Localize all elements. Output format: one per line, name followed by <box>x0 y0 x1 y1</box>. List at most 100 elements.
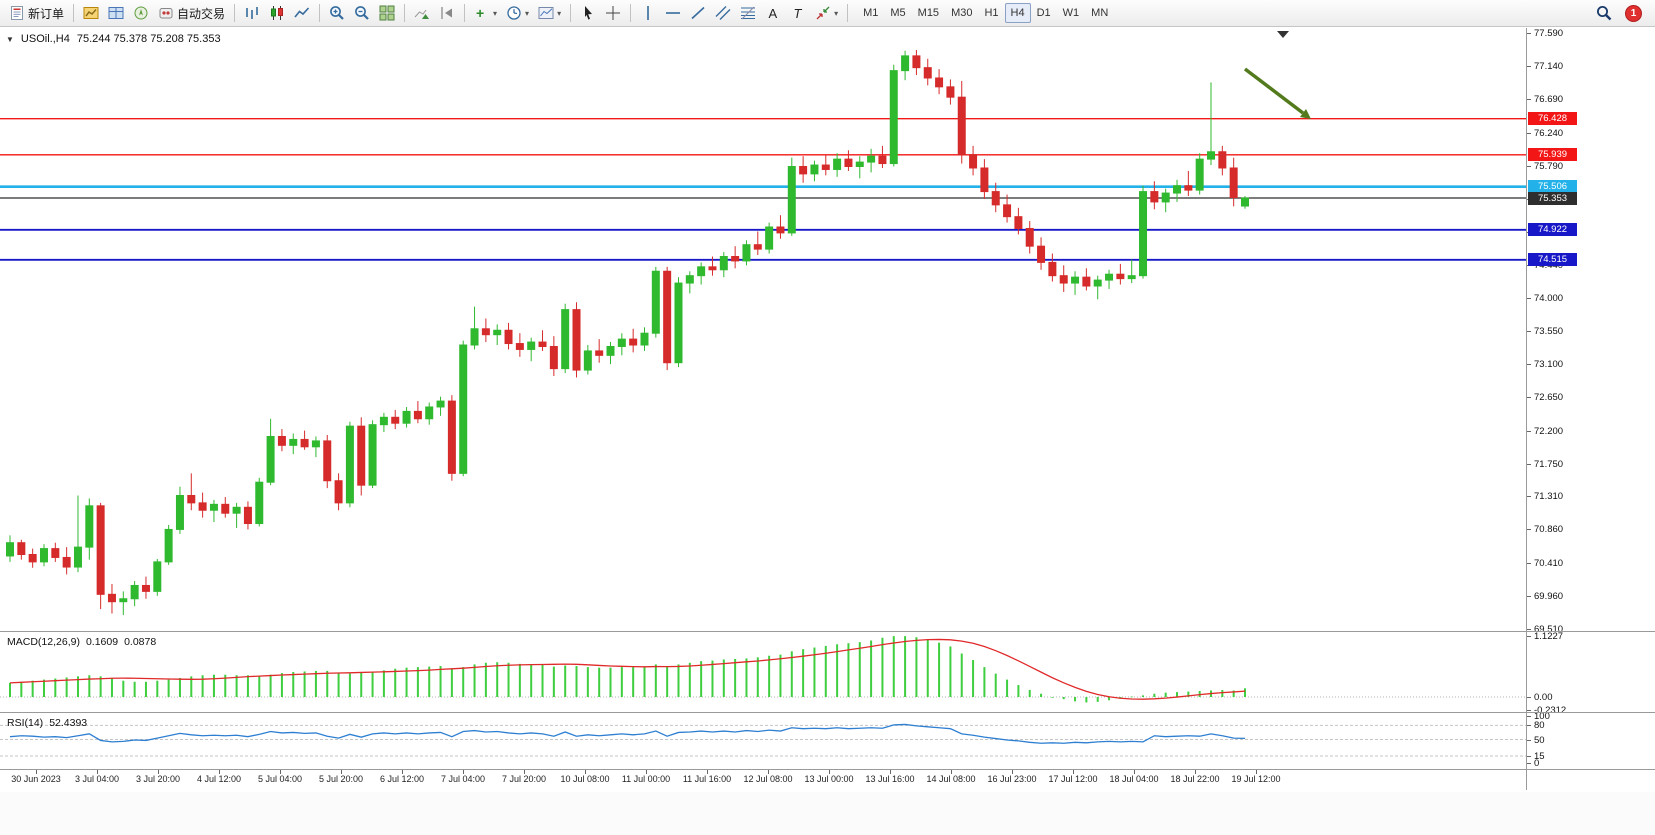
timeframe-h1[interactable]: H1 <box>984 7 999 19</box>
panel-separator[interactable] <box>0 631 1655 632</box>
macd-histogram-bar <box>541 664 544 697</box>
timeframe-mn[interactable]: MN <box>1091 7 1109 19</box>
candle <box>73 546 82 568</box>
fibonacci-button[interactable] <box>736 2 760 24</box>
cursor-button[interactable] <box>576 2 600 24</box>
macd-histogram-bar <box>1006 679 1009 697</box>
crosshair-button[interactable] <box>601 2 625 24</box>
macd-histogram-bar <box>847 643 850 697</box>
timeframe-m15[interactable]: M15 <box>917 7 940 19</box>
macd-signal-line <box>9 638 1246 700</box>
axis-tick <box>1527 716 1531 717</box>
macd-histogram-bar <box>858 642 861 697</box>
vline-icon <box>640 5 656 21</box>
auto-scroll-toggle[interactable] <box>410 2 434 24</box>
auto-trading-button[interactable]: 自动交易 <box>154 2 229 25</box>
market-watch-toggle[interactable] <box>79 2 103 24</box>
channel-button[interactable] <box>711 2 735 24</box>
trendline-button[interactable] <box>686 2 710 24</box>
timeframe-w1[interactable]: W1 <box>1062 7 1080 19</box>
arrow-annotation[interactable] <box>1243 67 1311 120</box>
candlestick-chart-button[interactable] <box>265 2 289 24</box>
candle <box>425 406 434 420</box>
macd-histogram-bar <box>949 646 952 697</box>
zoom-in-button[interactable] <box>325 2 349 24</box>
svg-text:A: A <box>769 6 778 21</box>
main-chart-canvas[interactable] <box>0 28 1526 631</box>
macd-histogram-bar <box>620 667 623 697</box>
candle <box>198 502 207 511</box>
candle <box>289 438 298 446</box>
text-button[interactable]: A <box>761 2 785 24</box>
price-line-tag-75.353: 75.353 <box>1528 191 1577 205</box>
candle <box>119 598 128 603</box>
bar-chart-button[interactable] <box>240 2 264 24</box>
horizontal-line-button[interactable] <box>661 2 685 24</box>
indicators-button[interactable]: + ▾ <box>470 2 501 24</box>
arrows-button[interactable]: ▾ <box>811 2 842 24</box>
axis-tick <box>1527 33 1531 34</box>
candle <box>799 166 808 175</box>
navigator-toggle[interactable] <box>129 2 153 24</box>
tile-windows-button[interactable] <box>375 2 399 24</box>
price-axis[interactable]: 77.59077.14076.69076.24075.79075.34074.8… <box>1526 28 1655 790</box>
axis-tick <box>1527 331 1531 332</box>
candle <box>640 332 649 346</box>
macd-histogram-bar <box>722 659 725 697</box>
macd-histogram-bar <box>348 673 351 697</box>
timeframe-m30[interactable]: M30 <box>951 7 973 19</box>
timeframe-d1[interactable]: D1 <box>1036 7 1051 19</box>
timeframe-m5[interactable]: M5 <box>890 7 906 19</box>
macd-histogram-bar <box>1040 693 1043 697</box>
macd-histogram-bar <box>960 653 963 697</box>
periods-button[interactable]: ▾ <box>502 2 533 24</box>
macd-histogram-bar <box>824 645 827 697</box>
axis-tick <box>1527 66 1531 68</box>
templates-button[interactable]: ▾ <box>534 2 565 24</box>
price-axis-label: 73.550 <box>1534 326 1564 337</box>
vertical-line-button[interactable] <box>636 2 660 24</box>
chart-shift-marker-icon[interactable] <box>1277 31 1289 38</box>
time-axis-tick <box>890 770 891 774</box>
candle <box>1082 276 1091 287</box>
candle <box>1059 275 1068 284</box>
time-axis-label: 3 Jul 20:00 <box>135 774 181 784</box>
candle <box>85 505 94 548</box>
candle <box>28 554 37 563</box>
text-label-button[interactable]: T <box>786 2 810 24</box>
rsi-panel-canvas[interactable] <box>0 713 1526 769</box>
macd-histogram-bar <box>484 662 487 697</box>
macd-histogram-bar <box>881 637 884 697</box>
axis-tick <box>1527 529 1531 531</box>
macd-histogram-bar <box>428 666 431 697</box>
macd-histogram-bar <box>1074 697 1077 702</box>
timeframe-h4[interactable]: H4 <box>1004 3 1031 23</box>
candle <box>1071 276 1080 284</box>
macd-histogram-bar <box>904 636 907 697</box>
macd-signal-value: 0.0878 <box>124 636 157 648</box>
candle <box>1218 151 1227 169</box>
line-chart-button[interactable] <box>290 2 314 24</box>
candle <box>164 528 173 563</box>
one-click-trading-toggle[interactable]: ▼ <box>6 34 14 44</box>
time-axis-tick <box>1256 770 1257 774</box>
timeframe-m1[interactable]: M1 <box>863 7 879 19</box>
macd-axis-label: 0.00 <box>1534 692 1553 703</box>
data-window-toggle[interactable] <box>104 2 128 24</box>
candle <box>1127 275 1136 280</box>
notification-badge[interactable]: 1 <box>1625 4 1642 22</box>
macd-histogram-bar <box>269 674 272 697</box>
search-button[interactable] <box>1592 2 1616 24</box>
time-axis-label: 17 Jul 12:00 <box>1048 774 1098 784</box>
new-order-button[interactable]: 新订单 <box>5 2 68 25</box>
zoom-in-icon <box>329 5 345 21</box>
panel-separator[interactable] <box>0 712 1655 713</box>
macd-histogram-bar <box>292 672 295 697</box>
macd-panel-canvas[interactable] <box>0 632 1526 712</box>
candle <box>765 226 774 250</box>
dropdown-caret-icon: ▾ <box>525 8 530 18</box>
chart-shift-toggle[interactable] <box>435 2 459 24</box>
candle <box>561 309 570 370</box>
zoom-out-button[interactable] <box>350 2 374 24</box>
